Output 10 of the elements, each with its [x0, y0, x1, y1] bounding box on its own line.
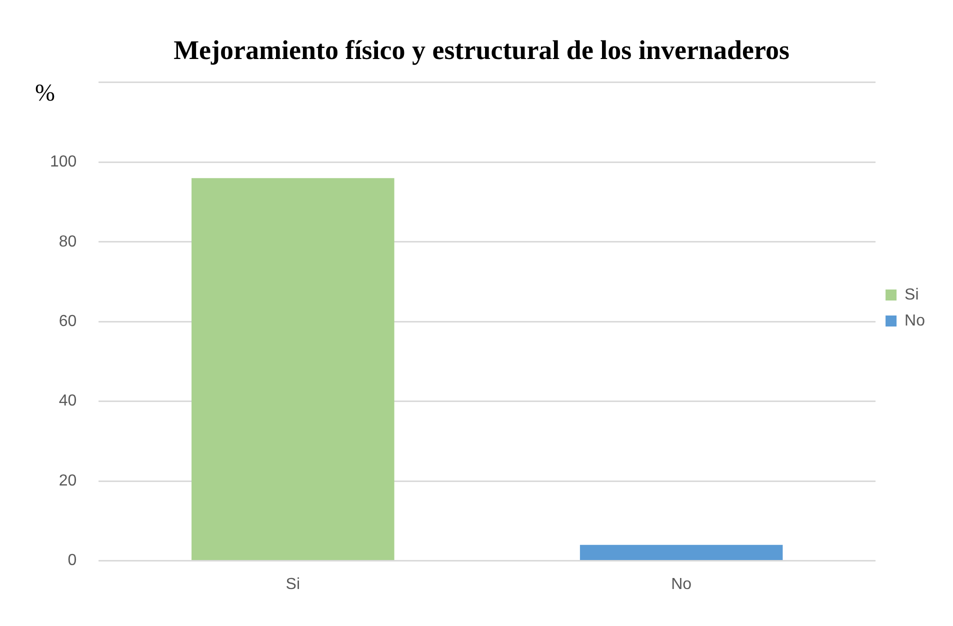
- legend-label: No: [904, 312, 926, 330]
- y-tick-label: 80: [58, 233, 77, 250]
- y-tick-label: 60: [58, 313, 77, 330]
- chart-title: Mejoramiento físico y estructural de los invernaderos: [174, 35, 790, 66]
- y-tick-label: 0: [68, 552, 77, 570]
- legend-label: Si: [904, 286, 919, 304]
- y-tick-label: 40: [58, 392, 77, 410]
- y-tick-label: 20: [58, 472, 77, 490]
- y-axis-title: %: [35, 80, 55, 107]
- y-tick-label: 100: [50, 154, 77, 171]
